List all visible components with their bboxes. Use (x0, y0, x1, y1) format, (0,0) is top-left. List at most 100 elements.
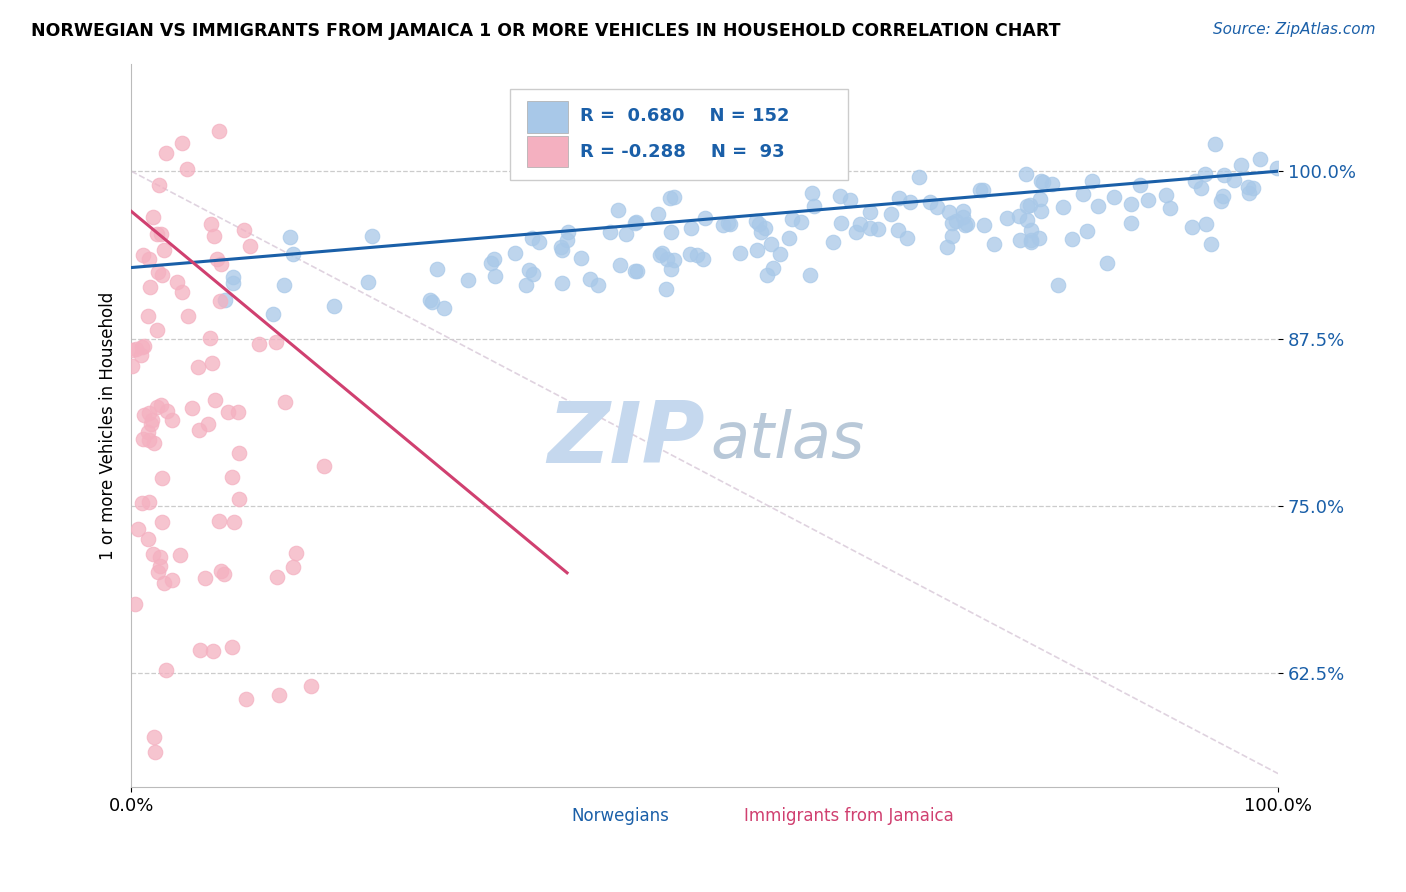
Point (952, 210, 974, 224)
Text: NORWEGIAN VS IMMIGRANTS FROM JAMAICA 1 OR MORE VEHICLES IN HOUSEHOLD CORRELATION: NORWEGIAN VS IMMIGRANTS FROM JAMAICA 1 O… (31, 22, 1060, 40)
Point (228, 446, 250, 460)
Point (1080, 174, 1102, 188)
Point (515, 278, 537, 293)
Point (579, 272, 602, 286)
Point (693, 211, 716, 226)
Point (267, 688, 290, 702)
Point (1032, 175, 1054, 189)
Point (222, 276, 245, 290)
Point (778, 230, 800, 244)
FancyBboxPatch shape (709, 804, 738, 828)
Text: Source: ZipAtlas.com: Source: ZipAtlas.com (1212, 22, 1375, 37)
Point (138, 433, 160, 447)
Point (299, 680, 322, 694)
Point (139, 417, 162, 432)
Point (221, 470, 243, 484)
Point (156, 404, 179, 418)
Point (426, 261, 449, 276)
Point (650, 248, 672, 262)
Point (624, 263, 647, 277)
Point (624, 216, 647, 230)
Point (141, 413, 163, 427)
Point (607, 202, 630, 217)
Point (658, 191, 681, 205)
FancyBboxPatch shape (510, 89, 848, 179)
Point (692, 252, 714, 266)
Point (651, 245, 673, 260)
FancyBboxPatch shape (527, 101, 568, 133)
Point (142, 436, 165, 450)
Point (146, 227, 169, 241)
Point (419, 293, 441, 307)
Point (1015, 212, 1038, 227)
Point (880, 207, 903, 221)
Point (983, 236, 1005, 251)
Text: ZIP: ZIP (547, 399, 704, 482)
Point (790, 215, 813, 229)
Point (1249, 152, 1271, 166)
Point (859, 205, 882, 219)
Point (956, 218, 979, 232)
Point (1184, 174, 1206, 188)
Point (150, 515, 173, 529)
Point (1222, 173, 1244, 187)
Point (281, 560, 304, 574)
Point (859, 221, 882, 235)
Point (239, 239, 262, 253)
Point (142, 210, 165, 224)
Point (662, 189, 685, 203)
Point (1008, 233, 1031, 247)
Point (659, 225, 682, 239)
Point (484, 269, 506, 284)
Point (969, 182, 991, 196)
Point (1241, 181, 1264, 195)
Text: Norwegians: Norwegians (572, 807, 669, 825)
Point (1237, 186, 1260, 201)
Point (551, 276, 574, 290)
Point (129, 348, 152, 362)
Point (1021, 235, 1043, 249)
Point (212, 567, 235, 582)
Point (247, 336, 270, 351)
Point (266, 570, 288, 584)
Point (228, 491, 250, 506)
Point (169, 548, 191, 562)
Point (188, 423, 211, 437)
Point (273, 277, 295, 292)
Point (132, 248, 155, 262)
Point (138, 406, 160, 420)
Point (972, 183, 994, 197)
Point (941, 217, 963, 231)
Point (209, 564, 232, 578)
Point (1102, 190, 1125, 204)
Point (1181, 220, 1204, 235)
Point (745, 243, 768, 257)
Point (762, 260, 785, 275)
Point (200, 356, 222, 370)
Point (609, 258, 631, 272)
Point (953, 218, 976, 232)
Point (121, 359, 143, 374)
Point (204, 392, 226, 407)
Point (1018, 198, 1040, 212)
Point (180, 401, 202, 416)
Point (134, 339, 156, 353)
Point (121, 343, 143, 358)
Point (155, 146, 177, 161)
Point (200, 217, 222, 231)
Y-axis label: 1 or more Vehicles in Household: 1 or more Vehicles in Household (100, 292, 117, 559)
Point (728, 246, 751, 260)
Point (679, 221, 702, 235)
Point (1071, 187, 1094, 202)
Point (550, 239, 572, 253)
Point (361, 228, 384, 243)
Point (273, 395, 295, 409)
Point (149, 549, 172, 564)
Point (1019, 233, 1042, 247)
Point (1029, 192, 1052, 206)
Point (1031, 203, 1053, 218)
Point (1052, 200, 1074, 214)
Point (148, 265, 170, 279)
Point (780, 212, 803, 227)
Point (1194, 167, 1216, 181)
